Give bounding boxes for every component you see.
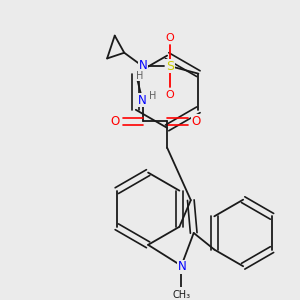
Text: O: O [191,115,200,128]
Text: N: N [178,260,187,273]
Text: S: S [166,60,174,73]
Text: N: N [139,58,148,72]
Text: H: H [149,92,157,101]
Text: O: O [110,115,119,128]
Text: H: H [136,70,143,81]
Text: O: O [166,90,174,100]
Text: CH₃: CH₃ [172,290,190,300]
Text: N: N [138,94,147,107]
Text: O: O [166,32,174,43]
